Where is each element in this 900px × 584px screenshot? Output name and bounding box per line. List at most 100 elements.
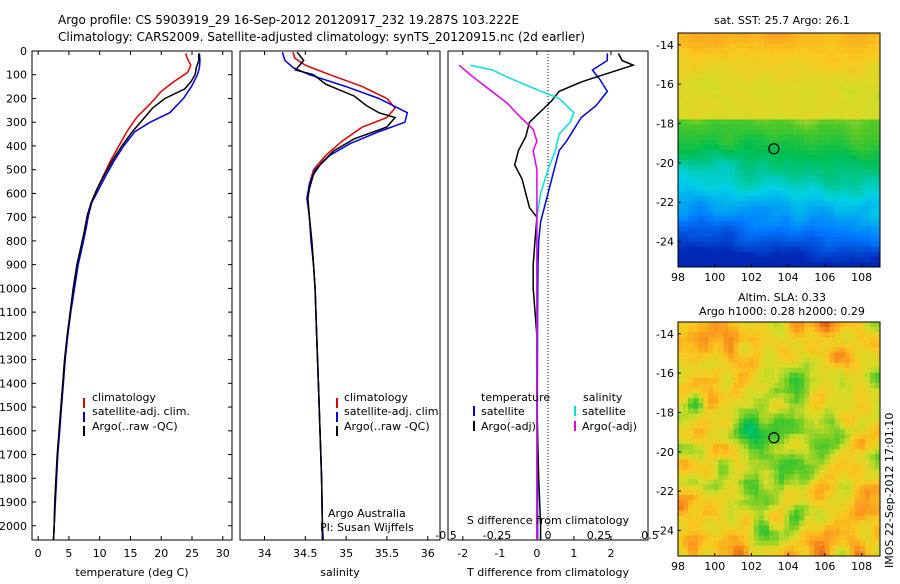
heatmap-cell: [683, 520, 689, 526]
heatmap-cell: [814, 261, 820, 268]
heatmap-cell: [824, 500, 830, 506]
heatmap-cell: [758, 489, 765, 496]
heatmap-cell: [708, 175, 714, 181]
heatmap-cell: [814, 515, 820, 521]
heatmap-cell: [703, 449, 709, 455]
heatmap-cell: [713, 200, 719, 207]
heatmap-cell: [763, 367, 770, 374]
heatmap-cell: [874, 78, 881, 85]
heatmap-cell: [829, 403, 835, 409]
heatmap-cell: [794, 388, 800, 394]
heatmap-cell: [834, 362, 840, 369]
heatmap-cell: [773, 520, 780, 526]
heatmap-cell: [698, 535, 704, 542]
heatmap-cell: [784, 428, 790, 435]
heatmap-cell: [809, 439, 815, 445]
heatmap-cell: [779, 119, 785, 125]
heatmap-cell: [859, 545, 866, 552]
heatmap-cell: [789, 545, 795, 552]
heatmap-cell: [708, 63, 714, 70]
heatmap-cell: [789, 185, 795, 192]
heatmap-cell: [728, 155, 734, 161]
heatmap-cell: [784, 170, 790, 176]
heatmap-cell: [849, 469, 856, 476]
heatmap-cell: [859, 99, 866, 105]
heatmap-cell: [728, 393, 734, 399]
heatmap-cell: [869, 520, 876, 526]
heatmap-cell: [844, 454, 851, 460]
heatmap-cell: [824, 73, 830, 80]
heatmap-cell: [688, 510, 694, 516]
heatmap-cell: [814, 362, 820, 369]
heatmap-cell: [753, 337, 760, 343]
heatmap-cell: [809, 444, 815, 450]
heatmap-cell: [753, 357, 760, 364]
heatmap-cell: [819, 165, 825, 171]
heatmap-cell: [839, 469, 846, 476]
heatmap-cell: [748, 347, 755, 353]
heatmap-cell: [713, 226, 719, 232]
heatmap-cell: [718, 33, 724, 39]
heatmap-cell: [799, 99, 805, 105]
heatmap-cell: [708, 489, 714, 496]
heatmap-cell: [728, 484, 734, 491]
heatmap-cell: [758, 428, 765, 435]
heatmap-cell: [753, 119, 760, 125]
heatmap-cell: [799, 63, 805, 70]
heatmap-cell: [718, 535, 724, 542]
heatmap-cell: [743, 469, 750, 476]
heatmap-cell: [723, 439, 729, 445]
heatmap-cell: [768, 372, 775, 379]
heatmap-cell: [738, 357, 745, 364]
heatmap-cell: [799, 160, 805, 166]
heatmap-cell: [733, 545, 739, 552]
heatmap-cell: [718, 449, 724, 455]
heatmap-cell: [859, 362, 866, 369]
heatmap-cell: [698, 134, 704, 141]
heatmap-cell: [768, 226, 775, 232]
heatmap-cell: [864, 489, 871, 496]
heatmap-cell: [733, 256, 739, 263]
heatmap-cell: [688, 38, 694, 44]
heatmap-cell: [869, 33, 876, 39]
heatmap-cell: [874, 322, 881, 328]
heatmap-cell: [733, 383, 739, 389]
heatmap-cell: [743, 383, 750, 389]
series-salinity-argo-adj: [458, 64, 538, 540]
heatmap-cell: [763, 383, 770, 389]
heatmap-cell: [733, 53, 739, 59]
heatmap-cell: [834, 418, 840, 425]
heatmap-cell: [693, 388, 699, 394]
heatmap-cell: [693, 94, 699, 100]
heatmap-cell: [804, 510, 810, 516]
heatmap-cell: [743, 119, 750, 125]
heatmap-cell: [693, 124, 699, 131]
heatmap-cell: [703, 73, 709, 80]
heatmap-cell: [763, 226, 770, 232]
heatmap-cell: [804, 180, 810, 187]
heatmap-cell: [859, 195, 866, 202]
heatmap-cell: [733, 63, 739, 70]
heatmap-cell: [773, 94, 780, 100]
heatmap-cell: [688, 124, 694, 131]
heatmap-cell: [874, 165, 881, 171]
heatmap-cell: [698, 439, 704, 445]
heatmap-cell: [678, 357, 684, 364]
heatmap-cell: [763, 165, 770, 171]
heatmap-cell: [819, 433, 825, 440]
heatmap-cell: [743, 63, 750, 70]
heatmap-cell: [753, 33, 760, 39]
heatmap-cell: [733, 261, 739, 268]
heatmap-cell: [804, 261, 810, 268]
heatmap-cell: [683, 155, 689, 161]
heatmap-cell: [708, 195, 714, 202]
heatmap-cell: [829, 393, 835, 399]
heatmap-cell: [824, 63, 830, 70]
heatmap-cell: [763, 505, 770, 511]
heatmap-cell: [743, 114, 750, 120]
heatmap-cell: [728, 83, 734, 90]
heatmap-cell: [854, 33, 861, 39]
heatmap-cell: [844, 48, 851, 54]
heatmap-cell: [718, 332, 724, 338]
heatmap-cell: [834, 322, 840, 328]
